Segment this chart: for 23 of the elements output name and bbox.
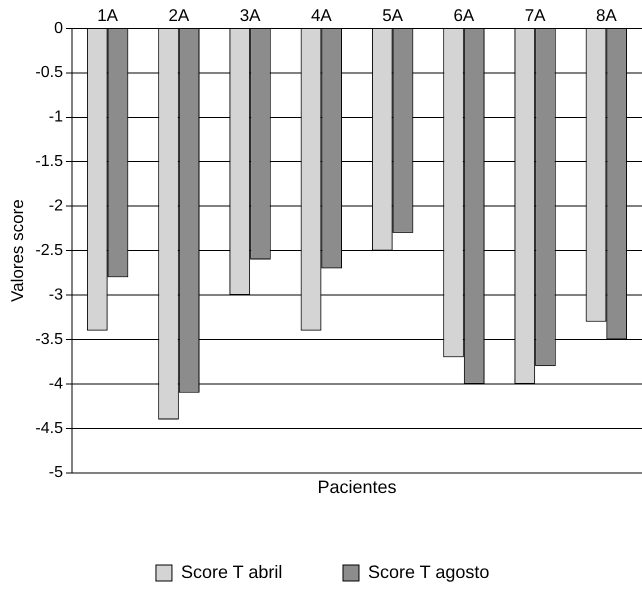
legend-label: Score T abril	[180, 562, 282, 582]
x-tick-label: 1A	[97, 6, 119, 25]
x-tick-label: 3A	[240, 6, 262, 25]
x-tick-label: 8A	[596, 6, 618, 25]
y-tick-label: -2.5	[35, 242, 64, 260]
x-tick-label: 4A	[310, 6, 332, 25]
y-tick-label: -2	[48, 198, 64, 215]
y-axis-title: Valores score	[8, 199, 27, 302]
x-tick-label: 7A	[524, 6, 546, 25]
y-tick-label: -1.5	[35, 153, 64, 170]
x-tick-label: 2A	[168, 6, 190, 25]
y-tick-label: 0	[54, 20, 64, 37]
y-tick-label: -4.5	[35, 420, 64, 437]
y-tick-label: -3.5	[35, 330, 64, 348]
y-tick-label: -1	[48, 108, 64, 126]
x-axis-title: Pacientes	[317, 476, 397, 497]
x-tick-label: 5A	[382, 6, 404, 25]
legend-label: Score T agosto	[368, 562, 490, 582]
y-tick-label: -0.5	[35, 64, 64, 82]
y-tick-label: -3	[48, 286, 64, 304]
x-tick-label: 6A	[453, 6, 475, 25]
y-tick-label: -5	[48, 464, 64, 482]
y-tick-label: -4	[48, 375, 64, 392]
